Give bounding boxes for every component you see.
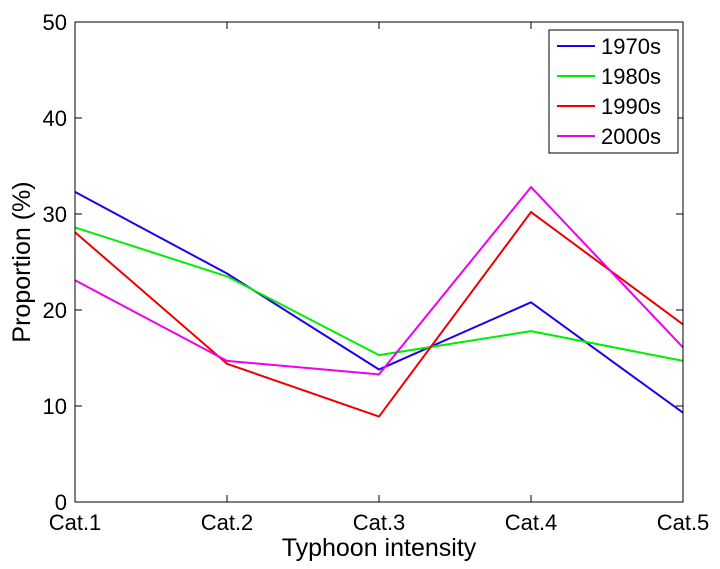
legend-label: 1970s [601, 34, 661, 59]
legend: 1970s 1980s 1990s 2000s [548, 29, 679, 154]
series-line-1990s [74, 211, 684, 418]
x-axis: Cat.1 Cat.2 Cat.3 Cat.4 Cat.5 [49, 22, 710, 535]
y-tick-label: 40 [43, 106, 67, 131]
series-line-1970s [74, 191, 684, 414]
x-axis-title: Typhoon intensity [282, 534, 477, 562]
series-lines [74, 186, 684, 418]
series-line-1980s [74, 226, 684, 362]
x-tick-label: Cat.4 [505, 510, 558, 535]
x-tick-label: Cat.1 [49, 510, 102, 535]
x-tick-label: Cat.2 [201, 510, 254, 535]
legend-label: 1990s [601, 94, 661, 119]
legend-box [548, 29, 679, 154]
y-tick-label: 20 [43, 298, 67, 323]
legend-label: 1980s [601, 64, 661, 89]
series-line-2000s [74, 186, 684, 376]
legend-label: 2000s [601, 124, 661, 149]
y-tick-label: 30 [43, 202, 67, 227]
y-tick-label: 10 [43, 394, 67, 419]
y-axis-title: Proportion (%) [8, 181, 36, 342]
x-tick-label: Cat.5 [657, 510, 710, 535]
y-tick-label: 0 [55, 490, 67, 515]
y-tick-label: 50 [43, 10, 67, 35]
x-tick-label: Cat.3 [353, 510, 406, 535]
